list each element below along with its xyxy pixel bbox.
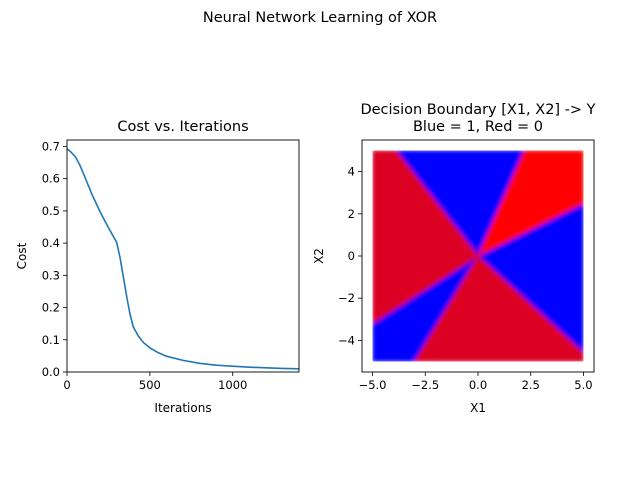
decision-boundary-chart: Decision Boundary [X1, X2] -> Y Blue = 1… (312, 102, 596, 415)
db-x-tick-label: 0.0 (469, 378, 487, 392)
decision-boundary-x-axis-label: X1 (470, 401, 486, 415)
cost-series-line (66, 148, 300, 370)
db-y-tick-label: −2 (338, 291, 355, 305)
region-red (476, 150, 584, 258)
cost-y-tick-label: 0.4 (42, 236, 60, 250)
cost-y-axis-label: Cost (15, 242, 29, 269)
cost-chart-title: Cost vs. Iterations (117, 119, 248, 135)
cost-y-tick-label: 0.6 (42, 172, 60, 186)
db-x-tick-label: −2.5 (411, 378, 439, 392)
region-crimson (414, 255, 584, 362)
db-y-tick-label: 2 (348, 207, 355, 221)
cost-chart-frame (66, 139, 300, 373)
db-x-tick-label: −5.0 (359, 378, 387, 392)
decision-boundary-title-line-1: Decision Boundary [X1, X2] -> Y (360, 102, 595, 118)
cost-y-tick-label: 0.0 (42, 365, 60, 379)
decision-boundary-title-line-2: Blue = 1, Red = 0 (413, 119, 543, 135)
db-x-tick-label: 2.5 (522, 378, 540, 392)
figure-suptitle: Neural Network Learning of XOR (203, 10, 437, 26)
decision-boundary-frame (361, 139, 595, 373)
cost-x-tick-label: 500 (139, 378, 161, 392)
cost-chart-ticks: 0 500 1000 0.0 0.1 0.2 0.3 0.4 0.5 0.6 0.7 (42, 139, 248, 392)
cost-y-tick-label: 0.1 (42, 333, 60, 347)
db-y-tick-label: −4 (338, 333, 355, 347)
cost-x-tick-label: 1000 (218, 378, 247, 392)
db-x-tick-label: 5.0 (574, 378, 592, 392)
db-y-tick-label: 0 (348, 249, 355, 263)
decision-regions (372, 150, 584, 362)
cost-y-tick-label: 0.3 (42, 268, 60, 282)
cost-x-tick-label: 0 (63, 378, 70, 392)
cost-chart: Cost vs. Iterations 0 500 1000 0.0 0.1 0.2 0.3… (15, 119, 300, 415)
cost-x-axis-label: Iterations (154, 401, 211, 415)
cost-y-tick-label: 0.7 (42, 139, 60, 153)
db-y-tick-label: 4 (348, 165, 355, 179)
decision-boundary-y-axis-label: X2 (312, 248, 326, 264)
decision-boundary-ticks: −5.0 −2.5 0.0 2.5 5.0 −4 −2 0 2 4 (338, 165, 593, 392)
cost-y-tick-label: 0.2 (42, 301, 60, 315)
cost-y-tick-label: 0.5 (42, 204, 60, 218)
